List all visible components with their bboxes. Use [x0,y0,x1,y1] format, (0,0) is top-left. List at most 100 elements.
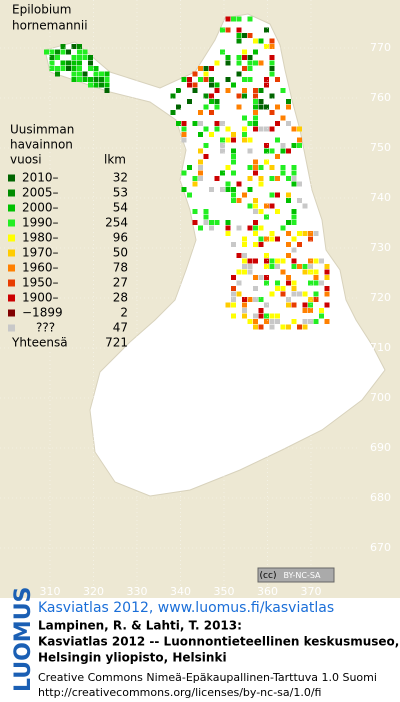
observation-square [236,33,242,38]
observation-square [275,77,280,82]
observation-square [253,198,258,203]
observation-square [313,319,319,324]
observation-square [231,286,236,291]
observation-square [198,132,203,137]
observation-square [264,319,269,324]
observation-square [308,280,313,286]
observation-square [247,16,253,22]
legend-count: 47 [113,321,128,335]
observation-square [253,297,258,302]
observation-square [55,55,60,60]
observation-square [236,269,242,275]
observation-square [258,324,264,330]
observation-square [264,77,269,82]
observation-square [275,236,280,242]
legend-label: −1899 [22,306,63,320]
observation-square [55,71,60,77]
observation-square [60,60,66,66]
observation-square [319,258,324,264]
observation-square [258,104,264,110]
observation-square [324,319,330,324]
observation-square [280,324,286,330]
observation-square [225,137,231,143]
observation-square [253,225,258,231]
observation-square [181,77,187,82]
observation-square [264,214,269,220]
observation-square [225,181,231,187]
observation-square [308,308,313,313]
observation-square [275,280,280,286]
observation-square [55,66,60,71]
observation-square [291,126,297,132]
legend-count: 53 [113,186,128,200]
observation-square [269,258,275,264]
observation-square [258,38,264,44]
observation-square [198,225,203,231]
observation-square [247,319,253,324]
observation-square [209,187,214,192]
observation-square [264,44,269,49]
observation-square [286,302,291,308]
observation-square [231,297,236,302]
observation-square [181,132,187,137]
license-line[interactable]: http://creativecommons.org/licenses/by-n… [38,686,321,699]
observation-square [308,231,313,236]
observation-square [280,170,286,176]
legend-swatch [8,174,15,182]
observation-square [264,143,269,148]
observation-square [280,258,286,264]
observation-square [203,126,209,132]
observation-square [286,253,291,258]
observation-square [231,137,236,143]
observation-square [192,88,198,93]
legend-count: 96 [113,231,128,245]
legend-label: 2010– [22,171,59,185]
y-grid-label: 770 [370,41,391,54]
observation-square [324,302,330,308]
x-grid-label: 350 [214,585,235,598]
observation-square [198,148,203,154]
observation-square [93,77,99,82]
observation-square [71,60,77,66]
observation-square [225,27,231,33]
observation-square [198,121,203,126]
observation-square [291,176,297,181]
observation-square [77,49,82,55]
observation-square [264,253,269,258]
observation-square [77,44,82,49]
observation-square [214,60,220,66]
observation-square [220,143,225,148]
observation-square [242,66,247,71]
observation-square [225,77,231,82]
observation-square [236,16,242,22]
observation-square [203,77,209,82]
observation-square [198,159,203,165]
observation-square [247,176,253,181]
observation-square [286,275,291,280]
observation-square [286,324,291,330]
observation-square [308,264,313,269]
observation-square [236,104,242,110]
cc-icon: (cc) [260,571,277,581]
atlas-link[interactable]: Kasviatlas 2012, www.luomus.fi/kasviatla… [38,600,334,616]
observation-square [269,44,275,49]
y-grid-label: 690 [370,441,391,454]
y-grid-label: 760 [370,91,391,104]
observation-square [253,159,258,165]
observation-square [269,319,275,324]
observation-square [264,275,269,280]
observation-square [302,319,308,324]
observation-square [71,55,77,60]
observation-square [269,60,275,66]
observation-square [231,313,236,319]
observation-square [231,16,236,22]
observation-square [302,203,308,209]
observation-square [176,121,181,126]
observation-square [198,170,203,176]
observation-square [269,264,275,269]
observation-square [209,225,214,231]
observation-square [209,99,214,104]
observation-square [275,286,280,291]
observation-square [258,88,264,93]
observation-square [269,148,275,154]
